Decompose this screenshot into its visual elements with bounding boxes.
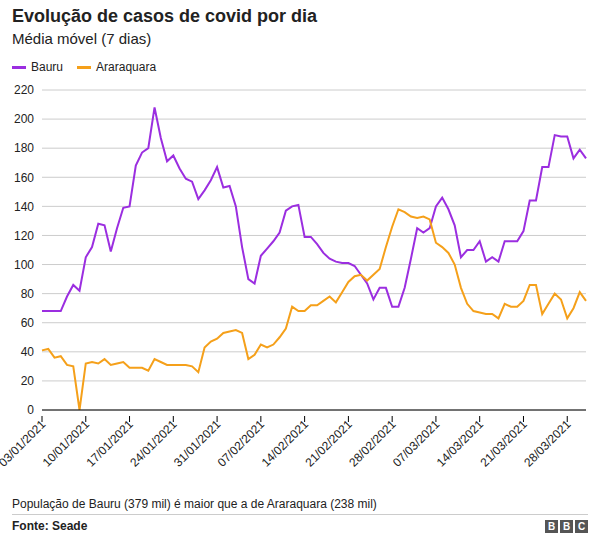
html-text:Bauru: Bauru [31,60,63,74]
svg-text:14/02/2021: 14/02/2021 [258,417,311,470]
html-text:Evolução de casos de covid por: Evolução de casos de covid por dia [12,6,318,26]
html-text:Araraquara: Araraquara [96,60,157,74]
svg-text:17/01/2021: 17/01/2021 [83,417,136,470]
svg-text:10/01/2021: 10/01/2021 [39,417,93,470]
html-text:Média móvel (7 dias): Média móvel (7 dias) [12,30,152,47]
svg-text:14/03/2021: 14/03/2021 [433,417,487,470]
html-text:C: C [577,521,586,532]
svg-text:28/03/2021: 28/03/2021 [521,417,574,470]
html-text:B: B [547,521,556,532]
svg-text:40: 40 [21,345,35,359]
svg-text:60: 60 [21,316,35,330]
svg-text:21/02/2021: 21/02/2021 [302,417,355,470]
svg-text:220: 220 [14,83,34,97]
svg-text:24/01/2021: 24/01/2021 [127,417,180,470]
svg-text:20: 20 [21,374,35,388]
svg-text:0: 0 [27,403,34,417]
svg-text:180: 180 [14,141,34,155]
svg-text:120: 120 [14,229,34,243]
html-text:População de Bauru (379 mil) é: População de Bauru (379 mil) é maior que… [12,497,377,511]
svg-text:100: 100 [14,258,34,272]
svg-text:140: 140 [14,200,34,214]
svg-text:07/02/2021: 07/02/2021 [214,417,268,470]
svg-text:200: 200 [14,112,34,126]
svg-text:160: 160 [14,171,34,185]
svg-text:21/03/2021: 21/03/2021 [477,417,530,470]
svg-text:80: 80 [21,287,35,301]
svg-text:28/02/2021: 28/02/2021 [346,417,399,470]
html-text:Fonte: Seade: Fonte: Seade [12,519,88,533]
svg-text:31/01/2021: 31/01/2021 [171,417,224,470]
html-text:B: B [562,521,571,532]
svg-text:07/03/2021: 07/03/2021 [389,417,443,470]
